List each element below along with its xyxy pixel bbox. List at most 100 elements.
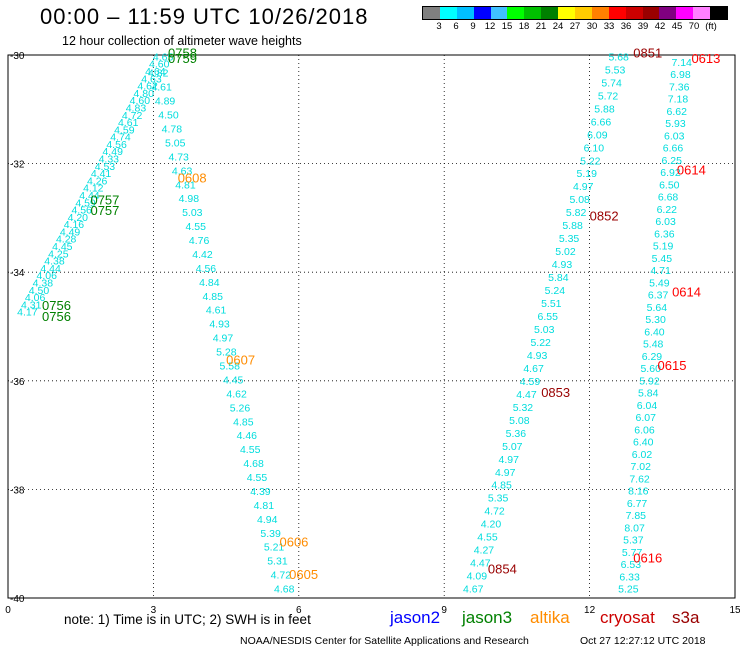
wave-height-value: 5.22	[530, 337, 551, 349]
wave-height-value: 8.07	[624, 522, 645, 534]
legend-tick-label: 6	[453, 21, 459, 32]
wave-height-value: 5.07	[502, 441, 523, 453]
wave-height-value: 6.37	[648, 290, 669, 302]
wave-height-value: 5.24	[545, 285, 566, 297]
wave-height-value: 5.74	[601, 77, 622, 89]
wave-height-value: 7.18	[668, 94, 689, 106]
wave-height-value: 7.62	[629, 473, 650, 485]
wave-height-value: 5.48	[643, 339, 664, 351]
wave-height-value: 5.03	[182, 207, 203, 219]
legend-cryosat: cryosat	[600, 608, 655, 627]
wave-height-value: 6.25	[662, 155, 683, 167]
wave-height-value: 4.83	[126, 102, 147, 114]
pass-time-label: 0606	[279, 534, 308, 549]
wave-height-value: 4.44	[79, 190, 100, 202]
wave-height-value: 4.97	[499, 454, 520, 466]
wave-height-value: 6.50	[659, 179, 680, 191]
legend-swatch	[693, 7, 711, 19]
legend-tick-label: 30	[586, 21, 598, 32]
wave-height-value: 5.49	[649, 277, 670, 289]
wave-height-value: 5.28	[216, 347, 237, 359]
wave-height-value: 4.50	[158, 110, 179, 122]
pass-time-label: 0614	[672, 285, 701, 300]
wave-height-value: 4.97	[213, 333, 234, 345]
legend-tick-label: 27	[569, 21, 581, 32]
wave-height-value: 6.06	[634, 424, 655, 436]
legend-tick-label: 70	[688, 21, 700, 32]
y-tick-label: -32	[10, 160, 25, 171]
y-tick-label: -36	[10, 377, 25, 388]
wave-height-value: 5.45	[652, 253, 673, 265]
wave-height-value: 5.92	[639, 375, 660, 387]
wave-height-value: 4.61	[118, 117, 139, 129]
pass-time-label: 0852	[590, 209, 619, 224]
wave-height-value: 4.20	[68, 212, 89, 224]
wave-height-value: 4.46	[237, 430, 258, 442]
legend-swatch	[710, 7, 728, 19]
pass-time-label: 0614	[677, 162, 706, 177]
wave-height-value: 4.80	[133, 88, 154, 100]
pass-time-label: 0608	[178, 171, 207, 186]
wave-height-value: 4.68	[274, 584, 295, 596]
wave-height-value: 4.82	[148, 68, 169, 80]
x-tick-label: 3	[151, 605, 157, 616]
y-tick-label: -38	[10, 485, 25, 496]
wave-height-value: 5.60	[640, 363, 661, 375]
wave-height-value: 4.64	[145, 66, 166, 78]
wave-height-value: 5.30	[645, 314, 666, 326]
wave-height-value: 4.49	[60, 226, 81, 238]
wave-height-value: 4.72	[484, 506, 505, 518]
wave-height-value: 4.72	[271, 570, 292, 582]
wave-height-value: 4.85	[233, 416, 254, 428]
wave-height-value: 6.10	[584, 142, 605, 154]
wave-height-value: 5.93	[665, 118, 686, 130]
pass-time-label: 0616	[633, 551, 662, 566]
wave-height-value: 4.17	[17, 307, 38, 319]
wave-height-value: 5.35	[559, 233, 580, 245]
wave-height-value: 6.40	[644, 326, 665, 338]
wave-height-value: 4.59	[520, 376, 541, 388]
wave-height-value: 6.04	[637, 400, 658, 412]
footer-timestamp: Oct 27 12:27:12 UTC 2018	[580, 635, 706, 647]
wave-height-value: 4.56	[106, 139, 127, 151]
legend-tick-label: 9	[470, 21, 476, 32]
wave-height-value: 4.93	[527, 350, 548, 362]
wave-height-value: 5.25	[618, 584, 639, 596]
wave-height-value: 4.55	[477, 532, 498, 544]
wave-height-value: 5.37	[623, 535, 644, 547]
wave-height-value: 5.03	[534, 324, 555, 336]
wave-height-value: 4.67	[523, 363, 544, 375]
wave-height-value: 4.85	[203, 291, 224, 303]
wave-height-value: 6.36	[654, 228, 675, 240]
wave-height-value: 4.93	[209, 319, 230, 331]
wave-height-value: 4.71	[650, 265, 671, 277]
legend-tick-label: 24	[552, 21, 564, 32]
wave-height-value: 4.97	[495, 467, 516, 479]
wave-height-value: 4.44	[40, 263, 61, 275]
wave-height-value: 5.68	[608, 51, 629, 63]
wave-height-value: 5.64	[647, 302, 668, 314]
wave-height-value: 5.05	[165, 137, 186, 149]
pass-time-label: 0854	[488, 562, 517, 577]
legend-swatch	[490, 7, 508, 19]
wave-height-value: 7.36	[669, 81, 690, 93]
pass-time-label: 0759	[168, 51, 197, 66]
y-tick-label: -34	[10, 268, 25, 279]
wave-height-value: 6.02	[632, 449, 653, 461]
wave-height-value: 4.39	[250, 486, 271, 498]
wave-height-value: 7.14	[671, 57, 692, 69]
legend-tick-label: 33	[603, 21, 615, 32]
y-tick-label: -30	[10, 51, 25, 62]
wave-height-value: 4.06	[25, 292, 46, 304]
wave-height-value: 6.55	[538, 311, 559, 323]
wave-height-value: 4.31	[21, 299, 42, 311]
pass-time-label: 0758	[168, 46, 197, 61]
wave-height-value: 5.51	[541, 298, 562, 310]
wave-height-value: 5.82	[566, 207, 587, 219]
legend-swatch	[608, 7, 626, 19]
wave-height-value: 6.09	[587, 129, 608, 141]
pass-time-label: 0757	[90, 203, 119, 218]
wave-height-value: 7.02	[631, 461, 652, 473]
pass-time-label: 0851	[633, 46, 662, 61]
